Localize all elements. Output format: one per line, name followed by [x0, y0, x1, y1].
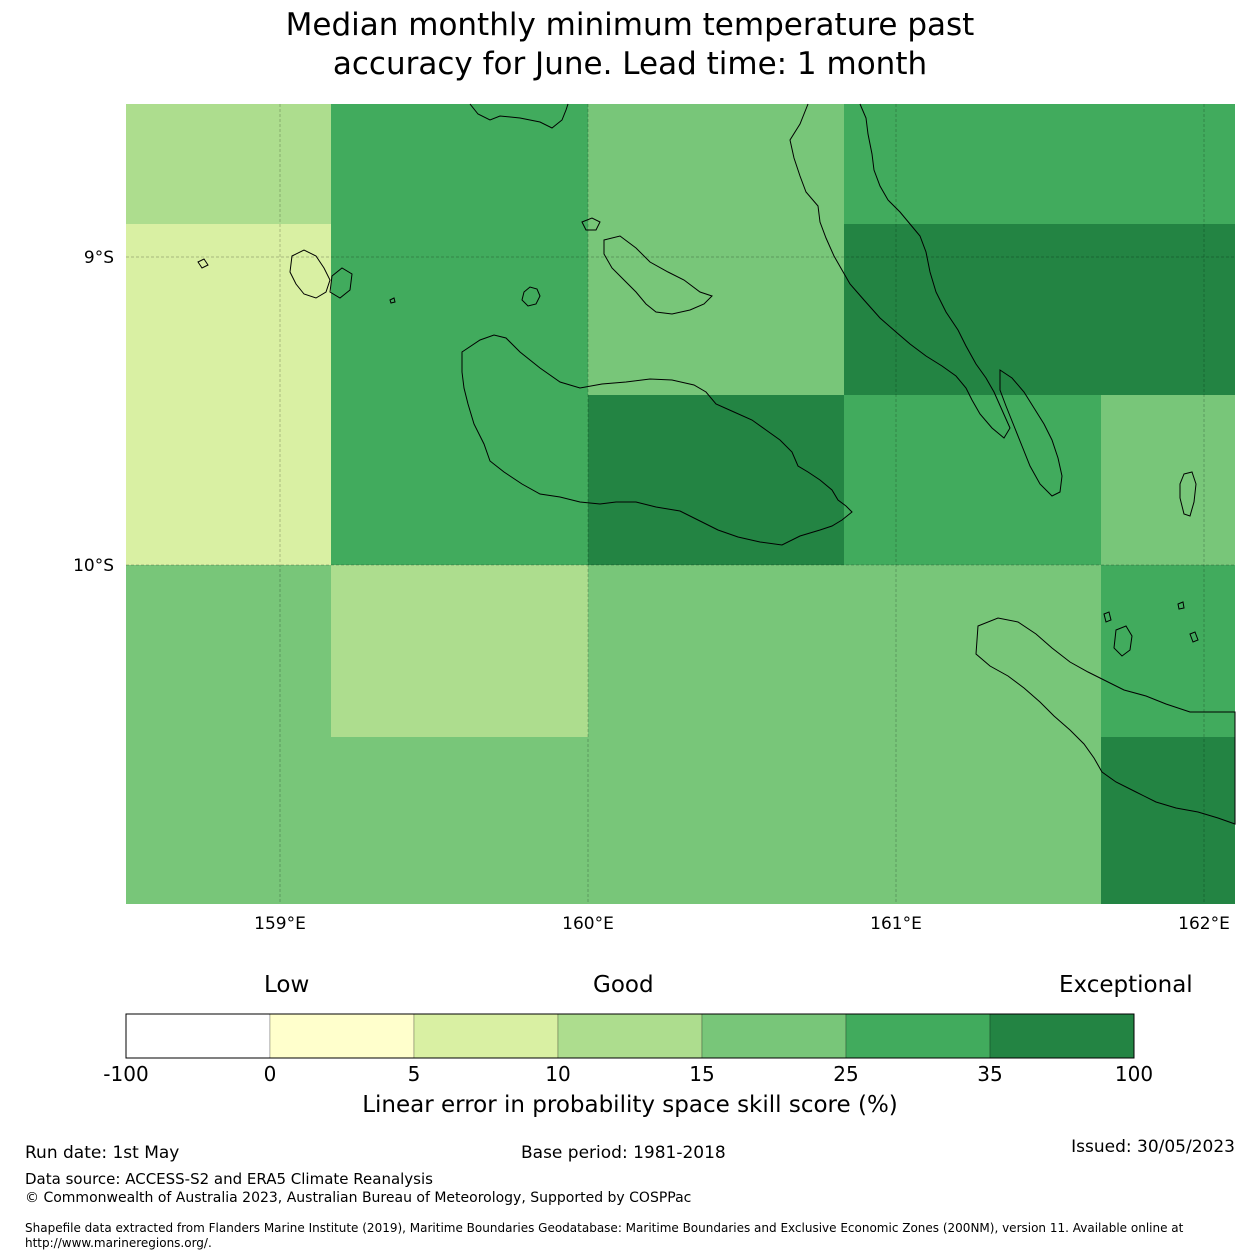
cell-162e-south-lower [1101, 737, 1235, 904]
graticule [126, 104, 1235, 904]
colorbar-category-low: Low [264, 972, 310, 998]
colorbar-segment-1 [125, 1013, 271, 1059]
skill-score-grid [126, 104, 1235, 904]
coastline-islet-west [197, 258, 209, 269]
cell-west-middle [126, 224, 331, 565]
coastline-nggela-north [581, 217, 601, 231]
cell-west-north [126, 104, 331, 224]
cell-160e-middle [588, 395, 844, 565]
cell-east-upper [844, 224, 1235, 395]
coastline-islet-east-1 [1103, 611, 1112, 623]
coastline-santa-isabel-north [469, 103, 569, 129]
coastline-islet-east-3 [1177, 601, 1185, 610]
colorbar-segment-7 [989, 1013, 1135, 1059]
colorbar-segment-6 [845, 1013, 991, 1059]
cell-east-north [844, 104, 1235, 224]
colorbar-segment-3 [413, 1013, 559, 1059]
x-tick-162e: 162°E [1178, 914, 1230, 934]
colorbar-segment-4 [557, 1013, 703, 1059]
map-title: Median monthly minimum temperature past … [0, 6, 1260, 84]
coastline-pavuvu-east [329, 267, 353, 299]
map-axis-labels: 159°E 160°E 161°E 162°E 9°S 10°S [73, 248, 1230, 934]
colorbar-tick-100: 100 [1114, 1062, 1154, 1086]
base-period: Base period: 1981-2018 [521, 1143, 726, 1163]
cell-161e-middle [844, 395, 1101, 565]
x-tick-161e: 161°E [870, 914, 922, 934]
copyright-notice: © Commonwealth of Australia 2023, Austra… [25, 1190, 692, 1206]
colorbar-outline [125, 1013, 1135, 1059]
x-tick-160e: 160°E [562, 914, 614, 934]
coastlines [197, 103, 1236, 825]
cell-west-south [126, 565, 331, 904]
cell-162e-middle [1101, 395, 1235, 565]
issued-date: Issued: 30/05/2023 [1071, 1137, 1235, 1157]
coastline-malaita-east [999, 369, 1063, 497]
coastline-ulawa [1179, 471, 1197, 517]
coastline-malaita-west [789, 103, 1011, 439]
run-date: Run date: 1st May [25, 1143, 180, 1163]
colorbar-segment-5 [701, 1013, 847, 1059]
colorbar-tick-minus100: -100 [103, 1062, 149, 1086]
colorbar-tick-35: 35 [977, 1062, 1003, 1086]
colorbar-tick-10: 10 [545, 1062, 571, 1086]
cell-162e-south-upper [1101, 565, 1235, 737]
cell-159e-north [331, 104, 588, 565]
cell-159e-south-lower [331, 737, 588, 904]
colorbar-segment-2 [269, 1013, 415, 1059]
colorbar-tick-25: 25 [833, 1062, 859, 1086]
cell-160e-north [588, 104, 844, 395]
cell-159e-south-upper [331, 565, 588, 737]
colorbar-label: Linear error in probability space skill … [362, 1092, 898, 1118]
cell-160e-south [588, 565, 844, 904]
colorbar-category-good: Good [593, 972, 654, 998]
coastline-guadalcanal [461, 334, 853, 546]
x-tick-159e: 159°E [254, 914, 306, 934]
shapefile-credit: Shapefile data extracted from Flanders M… [25, 1221, 1184, 1250]
colorbar-tick-0: 0 [263, 1062, 277, 1086]
colorbar-tick-15: 15 [689, 1062, 715, 1086]
coastline-russell-islands [289, 249, 331, 299]
y-tick-9s: 9°S [84, 248, 114, 268]
coastline-islet-small [389, 297, 396, 304]
coastline-ugi [1113, 625, 1133, 657]
map-title-line-1: Median monthly minimum temperature past [285, 7, 975, 43]
colorbar-tick-5: 5 [407, 1062, 421, 1086]
coastline-savo-island [521, 286, 541, 307]
cell-161e-south [844, 565, 1101, 904]
coastline-florida-islands [603, 235, 713, 315]
colorbar [125, 1013, 1135, 1059]
colorbar-category-exceptional: Exceptional [1059, 972, 1193, 998]
coastline-makira [975, 617, 1236, 825]
y-tick-10s: 10°S [73, 556, 114, 576]
coastline-islet-east-2 [1189, 631, 1199, 643]
map-title-line-2: accuracy for June. Lead time: 1 month [332, 46, 928, 82]
data-source: Data source: ACCESS-S2 and ERA5 Climate … [25, 1170, 433, 1188]
